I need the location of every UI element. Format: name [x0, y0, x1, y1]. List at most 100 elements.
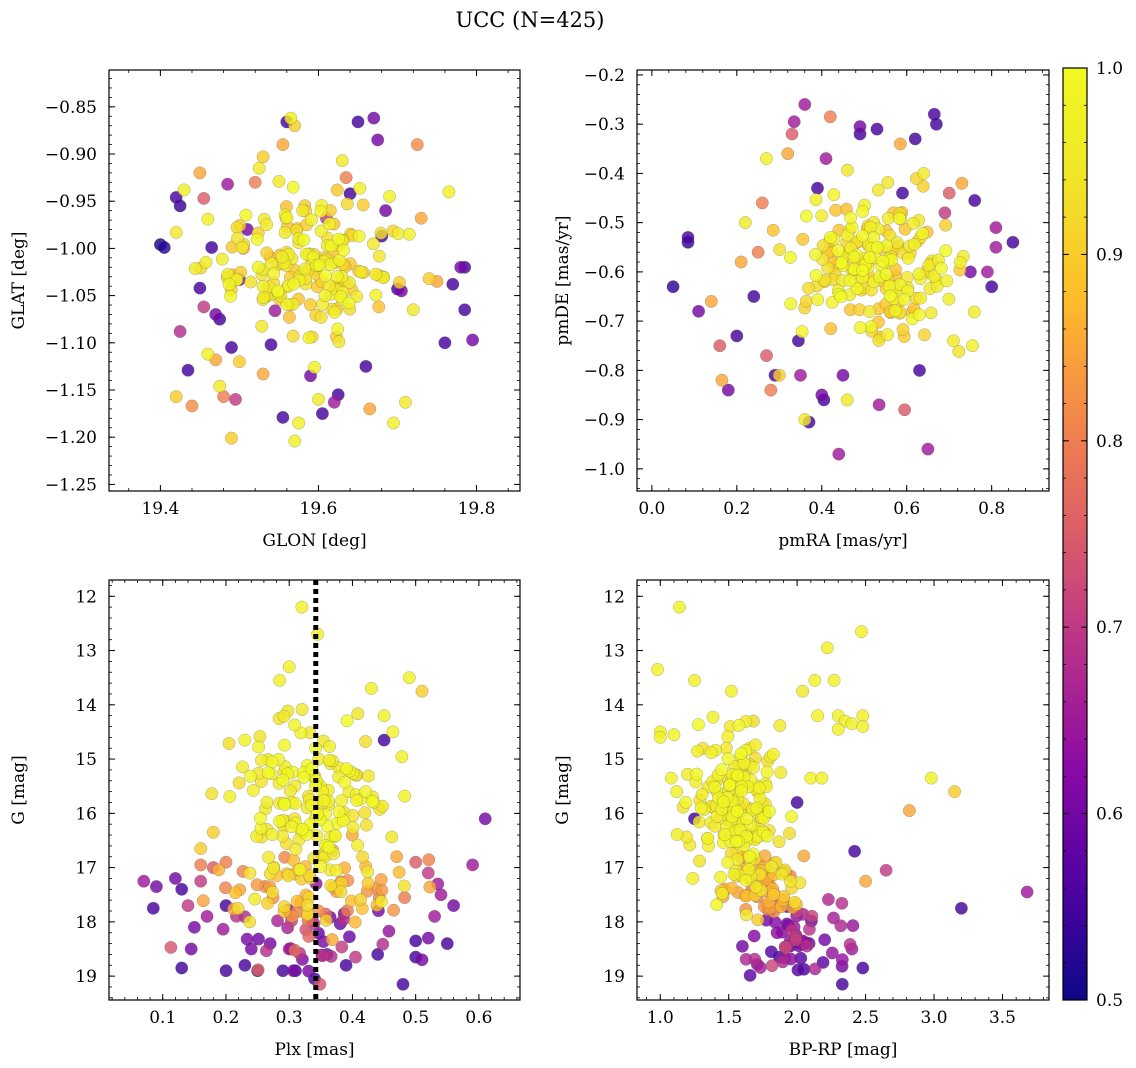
scatter-point [938, 206, 952, 220]
scatter-point [942, 292, 956, 306]
scatter-point [230, 221, 244, 234]
scatter-point [205, 241, 219, 254]
scatter-point [232, 355, 246, 369]
scatter-point [396, 977, 410, 991]
scatter-point [349, 950, 362, 964]
scatter-point [359, 735, 372, 748]
scatter-point [304, 213, 318, 227]
scatter-point [261, 896, 275, 910]
scatter-point [739, 908, 753, 922]
scatter-point [730, 834, 743, 848]
x-tick-label: 3.5 [989, 1008, 1016, 1028]
scatter-point [779, 940, 793, 954]
scatter-point [811, 181, 824, 195]
scatter-point [244, 275, 258, 289]
scatter-point [273, 814, 287, 828]
scatter-point [250, 232, 264, 246]
scatter-point [295, 822, 309, 836]
scatter-point [201, 212, 215, 226]
scatter-point [898, 403, 912, 417]
scatter-point [458, 303, 472, 317]
scatter-point [924, 306, 938, 320]
scatter-point [415, 953, 429, 967]
scatter-point [265, 828, 279, 842]
scatter-point [297, 233, 311, 247]
scatter-point [206, 825, 220, 839]
scatter-point [713, 339, 727, 353]
x-axis-label: Plx [mas] [274, 1040, 354, 1060]
scatter-point [169, 225, 183, 239]
scatter-point [260, 246, 274, 260]
scatter-point [337, 243, 350, 257]
scatter-point [231, 902, 245, 915]
scatter-point [730, 329, 744, 343]
x-tick-label: 0.2 [212, 1008, 239, 1028]
scatter-point [346, 821, 360, 834]
scatter-point [893, 137, 907, 151]
scatter-point [292, 416, 306, 430]
scatter-point [187, 920, 201, 934]
y-tick-label: 13 [75, 642, 97, 662]
scatter-point [319, 913, 333, 927]
scatter-point [760, 349, 773, 363]
scatter-point [666, 280, 680, 294]
scatter-point [332, 232, 346, 246]
x-tick-label: 0.6 [893, 499, 920, 519]
scatter-point [330, 269, 344, 283]
scatter-point [283, 784, 297, 798]
scatter-point [276, 410, 290, 424]
scatter-point [879, 267, 893, 281]
scatter-point [743, 849, 756, 863]
scatter-point [787, 115, 801, 129]
scatter-point [280, 298, 294, 312]
scatter-point [351, 115, 365, 129]
scatter-point [402, 227, 416, 241]
scatter-point [261, 766, 275, 780]
scatter-point [330, 863, 343, 877]
scatter-point [690, 744, 704, 758]
scatter-point [908, 132, 922, 146]
x-axis-label: pmRA [mas/yr] [778, 531, 907, 551]
scatter-point [392, 865, 406, 879]
scatter-point [205, 787, 219, 801]
y-tick-label: −0.9 [584, 411, 625, 431]
scatter-point [219, 855, 233, 869]
scatter-point [832, 447, 846, 461]
scatter-point [738, 216, 752, 230]
scatter-point [667, 728, 681, 742]
scatter-point [238, 733, 252, 747]
scatter-points [651, 600, 1034, 991]
y-tick-label: 19 [75, 967, 97, 987]
y-tick-label: 16 [603, 804, 625, 824]
scatter-point [224, 289, 237, 303]
scatter-point [721, 730, 735, 743]
scatter-point [238, 958, 252, 972]
x-tick-label: 0.3 [276, 1008, 303, 1028]
scatter-point [856, 961, 870, 975]
scatter-point [870, 122, 884, 136]
scatter-point [922, 258, 936, 272]
x-axis-label: GLON [deg] [262, 531, 366, 551]
scatter-point [356, 850, 370, 864]
scatter-point [314, 310, 328, 324]
scatter-point [278, 738, 291, 752]
scatter-point [332, 335, 346, 349]
y-tick-label: −0.90 [45, 145, 97, 165]
scatter-point [374, 226, 388, 240]
scatter-point [209, 308, 223, 321]
scatter-point [690, 767, 704, 781]
scatter-point [770, 926, 784, 940]
x-tick-label: 2.5 [852, 1008, 879, 1028]
scatter-point [742, 862, 756, 876]
scatter-point [827, 911, 840, 925]
scatter-point [239, 208, 253, 222]
scatter-point [354, 893, 367, 907]
y-tick-label: −0.6 [584, 263, 625, 283]
y-tick-label: −0.85 [45, 98, 97, 118]
scatter-point [688, 673, 701, 687]
colorbar-tick-label: 1.0 [1096, 59, 1123, 79]
scatter-point [940, 274, 954, 288]
scatter-point [248, 892, 262, 906]
y-tick-label: −1.25 [45, 475, 97, 495]
